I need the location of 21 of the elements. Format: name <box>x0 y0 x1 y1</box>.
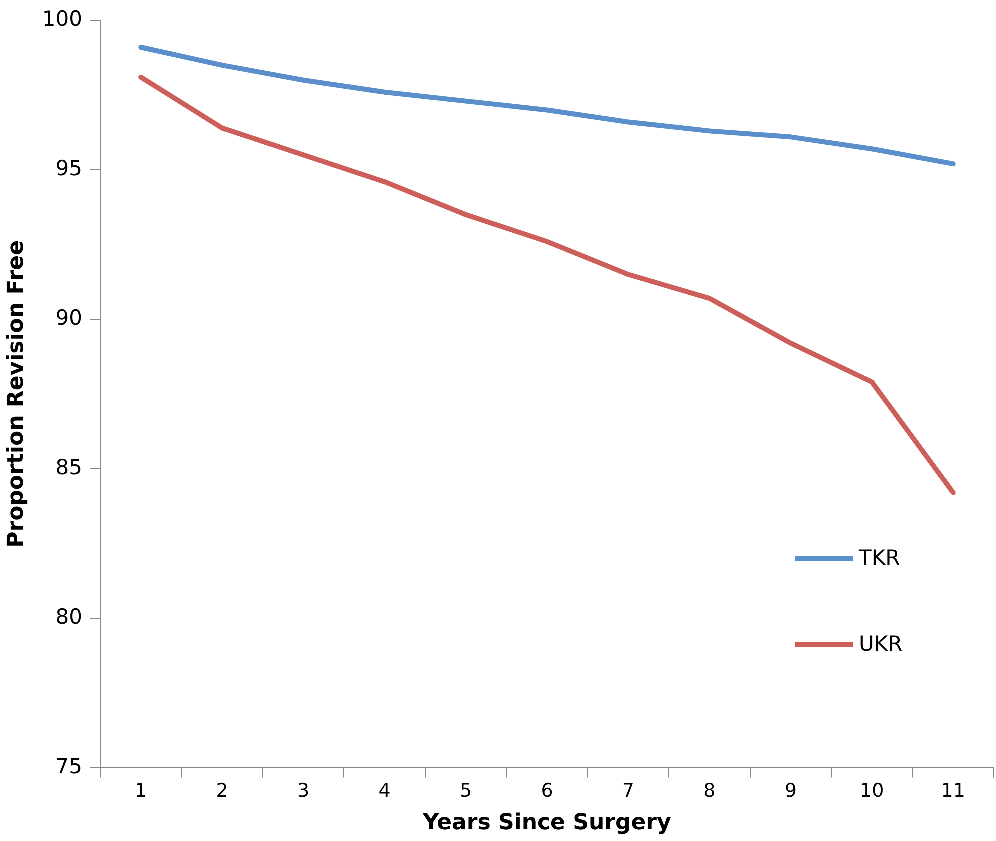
legend-label: TKR <box>859 546 900 570</box>
y-tick-label: 85 <box>56 455 82 480</box>
y-tick-label: 100 <box>42 7 82 32</box>
x-tick-label: 3 <box>298 780 310 802</box>
x-tick-label: 1 <box>135 780 148 802</box>
x-tick-label: 11 <box>941 780 966 802</box>
x-tick-label: 8 <box>704 780 716 802</box>
x-tick-label: 7 <box>622 780 635 802</box>
y-axis-title: Proportion Revision Free <box>4 240 29 548</box>
y-tick-label: 75 <box>56 754 82 778</box>
x-tick-label: 2 <box>216 780 228 802</box>
y-tick-label: 95 <box>56 156 82 180</box>
x-tick-label: 5 <box>460 780 472 802</box>
x-tick-label: 10 <box>860 780 884 802</box>
y-tick-label: 90 <box>56 306 82 330</box>
legend-label: UKR <box>859 632 903 656</box>
x-tick-label: 4 <box>378 780 391 802</box>
x-tick-label: 9 <box>784 780 797 802</box>
x-tick-label: 6 <box>541 780 554 802</box>
y-tick-label: 80 <box>56 604 82 629</box>
x-axis-title: Years Since Surgery <box>422 810 672 836</box>
